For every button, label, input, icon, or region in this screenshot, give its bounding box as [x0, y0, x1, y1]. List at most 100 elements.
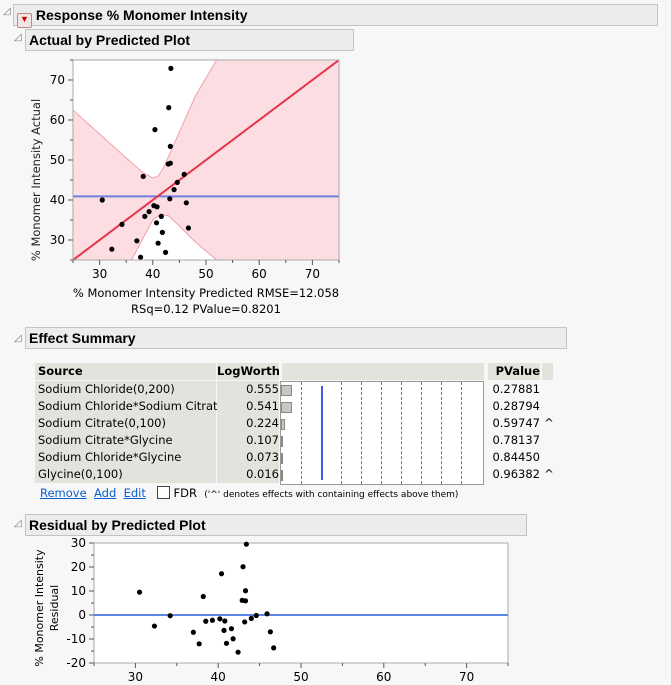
source-cell: Sodium Chloride(0,200) — [35, 381, 216, 398]
source-cell: Glycine(0,100) — [35, 466, 216, 483]
source-cell: Sodium Citrate(0,100) — [35, 415, 216, 432]
residual-by-predicted-chart: 30 40 50 60 70 -20 -10 0 10 20 30 % Monomer Intens… — [33, 536, 509, 684]
add-link[interactable]: Add — [93, 486, 117, 500]
effect-summary-controls: Remove Add Edit FDR ('^' denotes effects… — [40, 486, 458, 500]
data-point — [228, 626, 235, 632]
report-title: Response % Monomer Intensity — [35, 7, 248, 23]
section-title: Effect Summary — [29, 330, 136, 346]
x-tick-label: 70 — [305, 267, 320, 281]
edit-link[interactable]: Edit — [123, 486, 146, 500]
lower-white-region — [131, 214, 217, 260]
data-point — [146, 209, 152, 215]
data-point — [200, 593, 206, 600]
upper-white-region — [73, 60, 339, 178]
data-point — [158, 213, 164, 219]
grid-line — [441, 382, 442, 484]
logworth-cell: 0.224 — [217, 415, 279, 432]
data-point — [162, 249, 169, 255]
pvalue-cell: 0.78137 — [492, 433, 540, 447]
pvalue-cell: 0.59747 — [492, 416, 540, 430]
data-point — [151, 623, 158, 629]
data-point — [242, 588, 249, 594]
fdr-checkbox[interactable] — [156, 486, 170, 499]
fdr-label: FDR — [173, 486, 197, 500]
y-axis-label: % Monomer Intensity Actual — [29, 99, 43, 261]
header-logworth: LogWorth — [217, 363, 280, 380]
grid-line — [461, 382, 462, 484]
logworth-bar — [281, 436, 284, 447]
remove-link[interactable]: Remove — [40, 486, 87, 500]
reference-line — [321, 386, 323, 480]
data-point — [223, 640, 230, 646]
data-point — [99, 197, 105, 203]
data-point — [152, 127, 158, 133]
x-axis-label: % Monomer Intensity Predicted RMSE=12.05… — [73, 286, 339, 300]
x-tick-label: 30 — [92, 267, 107, 281]
logworth-bar — [281, 453, 283, 464]
data-point — [167, 613, 173, 619]
logworth-bar-area — [280, 381, 484, 485]
logworth-cell: 0.073 — [217, 449, 279, 466]
data-point — [218, 571, 225, 577]
logworth-cell: 0.016 — [217, 466, 279, 483]
data-point — [119, 221, 125, 227]
grid-line — [341, 382, 342, 484]
data-point — [230, 636, 236, 642]
y-tick-label: -20 — [66, 656, 86, 670]
plot-content — [73, 60, 339, 260]
logworth-bar — [281, 470, 283, 481]
data-point — [153, 220, 160, 226]
effect-summary-header[interactable]: Effect Summary — [25, 327, 567, 349]
x-tick-label: 30 — [128, 670, 143, 684]
disclosure-icon[interactable]: ◿ — [14, 32, 22, 43]
y-tick-label: 60 — [50, 113, 65, 127]
y-axis-label-line1: % Monomer Intensity — [33, 549, 46, 667]
grid-line — [301, 382, 302, 484]
data-point — [167, 160, 173, 166]
x-tick-label: 50 — [198, 267, 213, 281]
data-point — [171, 187, 177, 193]
fit-line — [73, 60, 339, 260]
data-point — [137, 254, 144, 260]
disclosure-icon[interactable]: ◿ — [14, 518, 22, 529]
actual-by-predicted-header[interactable]: Actual by Predicted Plot — [25, 29, 354, 51]
y-tick-label: 50 — [50, 153, 65, 167]
data-point — [253, 612, 259, 619]
red-triangle-menu-icon[interactable]: ▼ — [17, 13, 32, 28]
data-point — [248, 615, 254, 621]
data-point — [242, 598, 249, 604]
disclosure-icon[interactable]: ◿ — [14, 333, 22, 344]
y-tick-label: 0 — [78, 608, 86, 622]
pvalue-cell: 0.28794 — [492, 399, 540, 413]
logworth-bar — [281, 402, 292, 413]
actual-by-predicted-chart: 30 40 50 60 70 30 40 50 60 70 % Monomer Intensity… — [29, 59, 340, 316]
data-point — [185, 225, 192, 231]
containing-effect-flag — [543, 449, 555, 466]
data-point — [235, 649, 241, 655]
data-point — [203, 618, 209, 624]
pvalue-cell: 0.27881 — [492, 382, 540, 396]
containing-effect-flag: ^ — [544, 416, 554, 430]
pvalue-cell: 0.84450 — [492, 450, 540, 464]
upper-confidence-curve — [73, 60, 218, 179]
data-point — [167, 196, 173, 202]
data-point — [222, 618, 228, 624]
logworth-cell: 0.107 — [217, 432, 279, 449]
data-point — [154, 204, 160, 210]
lower-confidence-curve — [131, 213, 217, 260]
x-tick-label: 50 — [293, 670, 308, 684]
grid-line — [401, 382, 402, 484]
residual-by-predicted-header[interactable]: Residual by Predicted Plot — [25, 514, 527, 536]
data-point — [271, 645, 277, 651]
data-point — [267, 629, 273, 635]
source-cell: Sodium Chloride*Sodium Citrate — [35, 398, 225, 415]
data-point — [109, 246, 115, 252]
header-flag — [542, 363, 553, 380]
y-tick-label: 40 — [50, 193, 65, 207]
data-point — [196, 641, 202, 647]
header-pvalue: PValue — [488, 363, 540, 380]
data-point — [166, 105, 172, 111]
grid-line — [421, 382, 422, 484]
disclosure-icon[interactable]: ◿ — [3, 6, 11, 17]
logworth-bar — [281, 419, 286, 430]
